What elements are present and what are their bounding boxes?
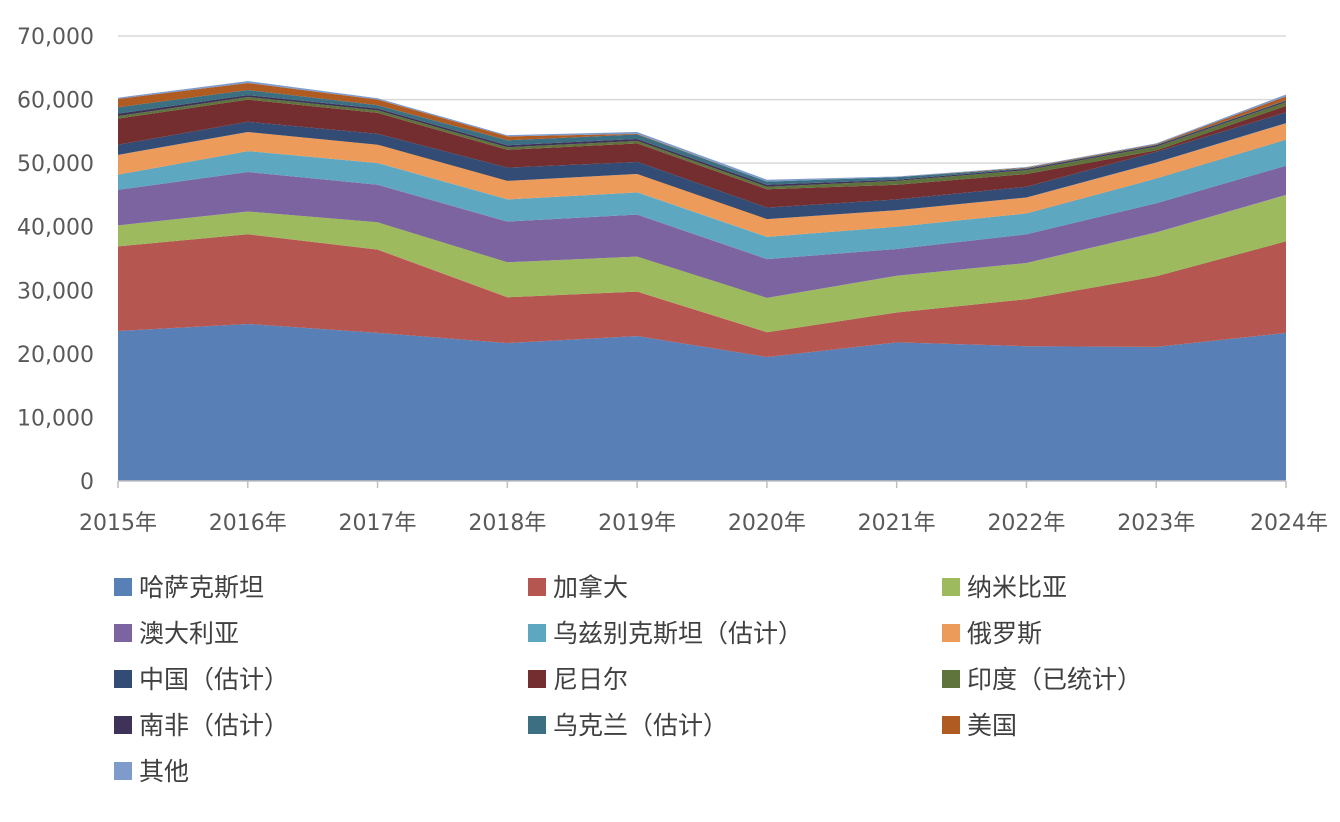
legend-item: 南非（估计）	[114, 711, 289, 740]
legend-item: 乌克兰（估计）	[528, 711, 728, 740]
area-series-1	[118, 324, 1286, 481]
legend-item: 尼日尔	[528, 665, 628, 694]
area-series-9	[118, 97, 1286, 190]
y-tick-label: 60,000	[17, 89, 94, 114]
axes	[117, 480, 1287, 488]
area-series-3	[118, 194, 1286, 333]
x-tick-label: 2023年	[1117, 511, 1195, 536]
x-tick-label: 2016年	[209, 511, 287, 536]
legend-swatch	[528, 624, 546, 642]
x-tick-label: 2017年	[339, 511, 417, 536]
legend-label: 乌克兰（估计）	[553, 711, 728, 740]
x-tick-label: 2020年	[728, 511, 806, 536]
legend-item: 加拿大	[528, 573, 628, 602]
legend-label: 澳大利亚	[139, 619, 239, 648]
legend-label: 纳米比亚	[967, 573, 1067, 602]
legend-swatch	[114, 624, 132, 642]
y-tick-label: 70,000	[17, 25, 94, 50]
area-series-5	[118, 139, 1286, 260]
area-series-6	[118, 123, 1286, 237]
area-series-8	[118, 99, 1286, 208]
legend-label: 中国（估计）	[139, 665, 289, 694]
legend-label: 美国	[967, 711, 1017, 740]
legend-label: 加拿大	[553, 573, 628, 602]
y-tick-label: 50,000	[17, 152, 94, 177]
legend-swatch	[528, 716, 546, 734]
area-series-7	[118, 112, 1286, 220]
y-tick-label: 0	[80, 470, 94, 495]
legend-item: 纳米比亚	[942, 573, 1067, 602]
x-tick-label: 2021年	[858, 511, 936, 536]
legend-swatch	[942, 670, 960, 688]
legend-item: 乌兹别克斯坦（估计）	[528, 619, 803, 648]
y-tick-label: 30,000	[17, 279, 94, 304]
legend-swatch	[528, 578, 546, 596]
legend-swatch	[114, 578, 132, 596]
legend-label: 其他	[139, 757, 189, 786]
legend-swatch	[528, 670, 546, 688]
legend-label: 俄罗斯	[967, 619, 1042, 648]
legend-item: 澳大利亚	[114, 619, 239, 648]
legend-swatch	[942, 716, 960, 734]
y-tick-label: 10,000	[17, 406, 94, 431]
legend-label: 南非（估计）	[139, 711, 289, 740]
x-axis-ticks: 2015年 2016年 2017年 2018年 2019年 2020年 2021年 2022年…	[79, 511, 1328, 536]
legend-item: 美国	[942, 711, 1017, 740]
legend-item: 中国（估计）	[114, 665, 289, 694]
legend-item: 俄罗斯	[942, 619, 1042, 648]
legend-swatch	[114, 716, 132, 734]
legend-swatch	[114, 762, 132, 780]
x-tick-label: 2018年	[468, 511, 546, 536]
legend-label: 印度（已统计）	[967, 665, 1142, 694]
legend-item: 其他	[114, 757, 189, 786]
y-axis-ticks: 0 10,000 20,000 30,000 40,000 50,000 60,000 70,…	[17, 25, 94, 495]
x-tick-label: 2019年	[598, 511, 676, 536]
y-tick-label: 20,000	[17, 343, 94, 368]
area-series-2	[118, 234, 1286, 357]
area-series-10	[118, 95, 1286, 187]
legend-item: 哈萨克斯坦	[114, 573, 264, 602]
legend-swatch	[942, 624, 960, 642]
y-tick-label: 40,000	[17, 216, 94, 241]
legend-swatch	[114, 670, 132, 688]
x-tick-label: 2015年	[79, 511, 157, 536]
legend-label: 哈萨克斯坦	[139, 573, 264, 602]
series-areas	[118, 81, 1286, 481]
area-series-4	[118, 165, 1286, 298]
x-tick-label: 2024年	[1250, 511, 1328, 536]
legend-swatch	[942, 578, 960, 596]
legend-item: 印度（已统计）	[942, 665, 1142, 694]
legend-label: 乌兹别克斯坦（估计）	[553, 619, 803, 648]
legend-label: 尼日尔	[553, 665, 628, 694]
x-tick-label: 2022年	[987, 511, 1065, 536]
